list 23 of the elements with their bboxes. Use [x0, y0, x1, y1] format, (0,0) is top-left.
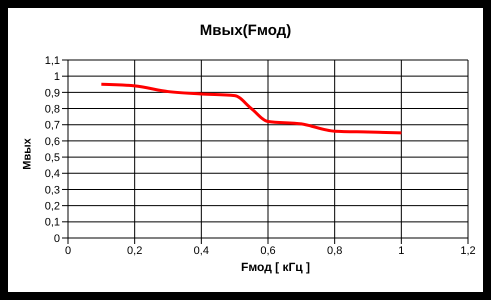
- x-tick-label: 1,2: [460, 244, 476, 257]
- x-tick-label: 0,8: [327, 244, 342, 257]
- y-tick-label: 0,6: [44, 136, 60, 148]
- x-tick-label: 0,2: [127, 244, 142, 257]
- y-tick-label: 1,1: [44, 54, 60, 67]
- y-tick-label: 0,5: [44, 152, 60, 164]
- x-tick-label: 1: [398, 244, 404, 257]
- x-tick-label: 0,4: [194, 244, 209, 257]
- y-axis-title: Mвых: [22, 138, 34, 170]
- y-tick-label: 0,8: [44, 103, 60, 116]
- y-tick-label: 0,4: [44, 168, 60, 180]
- x-tick-label: 0: [64, 244, 72, 257]
- line-series: [100, 82, 403, 134]
- y-tick-label: 0,9: [44, 87, 60, 100]
- x-tick-label: 0,6: [260, 244, 276, 257]
- y-tick-label: 0,1: [44, 216, 60, 229]
- y-tick-label: 0,7: [44, 120, 60, 132]
- chart-title: Mвых(Fмод): [198, 21, 292, 41]
- y-tick-label: 1: [54, 71, 60, 84]
- y-tick-label: 0: [54, 232, 60, 245]
- y-tick-label: 0,2: [44, 200, 60, 213]
- y-tick-label: 0,3: [44, 184, 60, 196]
- x-axis-title: Fмод [ кГц ]: [240, 260, 312, 274]
